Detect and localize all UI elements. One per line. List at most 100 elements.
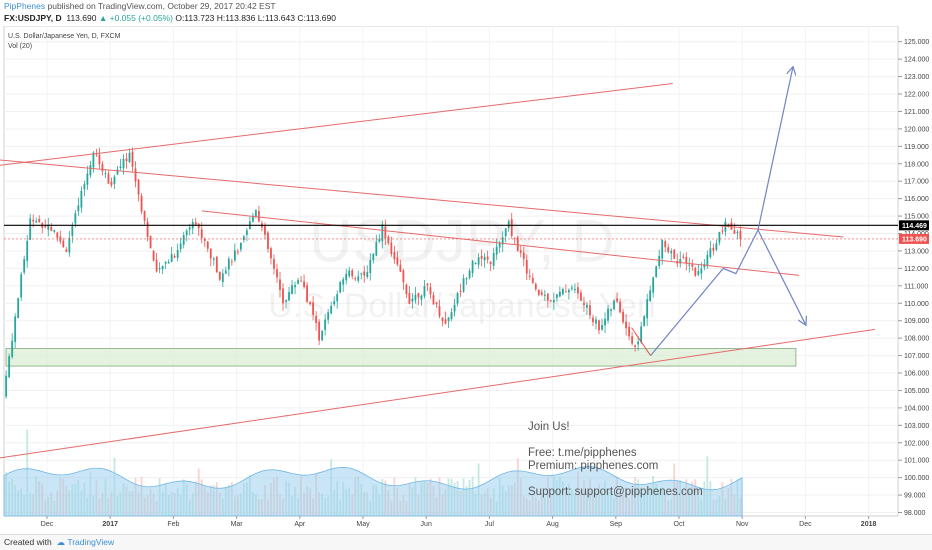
candle-body	[345, 273, 348, 281]
publish-text: published on TradingView.com, October 29…	[45, 1, 276, 11]
candle-body	[378, 239, 381, 242]
symbol-line: FX:USDJPY, D 113.690 ▲ +0.055 (+0.05%) O…	[4, 12, 932, 24]
candle-body	[182, 235, 185, 245]
candle-body	[20, 274, 23, 298]
candle-body	[354, 278, 357, 280]
y-tick-label: 99.000	[904, 493, 926, 500]
y-tick-label: 98.000	[904, 510, 926, 517]
candle-body	[658, 255, 661, 266]
candle-body	[80, 190, 83, 208]
candle-body	[426, 283, 429, 286]
candle-body	[218, 271, 221, 280]
candle-body	[270, 248, 272, 259]
candle-body	[366, 272, 369, 277]
candle-body	[38, 218, 41, 222]
candle-body	[727, 223, 730, 225]
y-tick-label: 112.000	[904, 266, 929, 273]
annotation-line: Free: t.me/pipphenes	[528, 447, 637, 459]
candle-body	[736, 232, 739, 234]
candle-body	[646, 299, 649, 319]
x-tick-label: May	[356, 521, 370, 528]
x-tick-label: Jul	[485, 521, 494, 528]
y-tick-label: 107.000	[904, 353, 929, 360]
candle-body	[444, 319, 447, 324]
candle-body	[282, 288, 284, 304]
candle-body	[137, 179, 140, 195]
candle-body	[459, 290, 462, 292]
candle-body	[685, 256, 688, 264]
author-link[interactable]: PipPhenes	[4, 1, 46, 11]
candle-body	[35, 220, 38, 223]
candle-body	[164, 261, 167, 264]
candle-body	[125, 158, 128, 162]
candle-body	[155, 259, 158, 272]
y-tick-label: 124.000	[904, 57, 929, 64]
candle-body	[131, 151, 134, 167]
chart-area[interactable]: USDJPY, D U.S. Dollar/Japanese Yen Join U…	[0, 26, 932, 534]
x-tick-label: 2017	[102, 521, 118, 528]
y-tick-label: 104.000	[904, 405, 929, 412]
candle-body	[456, 293, 459, 304]
candle-body	[255, 210, 257, 218]
candle-body	[291, 285, 293, 295]
candle-body	[697, 271, 700, 275]
candle-body	[691, 264, 694, 267]
watermark-layer: USDJPY, D U.S. Dollar/Japanese Yen	[268, 207, 655, 325]
tradingview-link[interactable]: TradingView	[67, 537, 115, 547]
candle-body	[375, 242, 378, 256]
candle-body	[315, 316, 318, 324]
volume-bar	[706, 456, 709, 516]
candle-body	[333, 301, 336, 305]
candle-body	[372, 254, 375, 260]
ohlc-low: L:113.643	[257, 13, 295, 23]
last-price: 113.690	[66, 13, 97, 23]
candle-body	[200, 229, 203, 238]
trend-line	[0, 159, 844, 238]
candle-body	[528, 275, 531, 277]
x-tick-label: Mar	[231, 521, 244, 528]
candle-body	[438, 306, 441, 317]
price-label-text: 113.690	[902, 236, 927, 243]
candle-body	[212, 258, 215, 260]
y-tick-label: 118.000	[904, 161, 929, 168]
candle-body	[107, 173, 110, 184]
candle-body	[688, 264, 691, 266]
candle-body	[342, 279, 345, 285]
created-with-text: Created with	[4, 537, 52, 547]
candle-body	[435, 302, 438, 305]
candle-body	[194, 222, 197, 225]
candle-body	[17, 298, 20, 318]
price-label-box	[899, 220, 929, 231]
candle-body	[86, 173, 89, 185]
candle-body	[170, 254, 173, 262]
support-zone-rect	[5, 348, 797, 367]
candle-body	[733, 230, 736, 234]
candle-body	[486, 256, 489, 260]
candle-body	[71, 226, 74, 236]
x-tick-label: Aug	[546, 521, 559, 528]
candle-body	[628, 326, 631, 337]
candle-body	[571, 287, 573, 289]
candle-body	[50, 226, 53, 231]
candle-body	[273, 259, 275, 269]
x-tick-label: Dec	[41, 521, 54, 528]
candle-body	[267, 232, 269, 249]
candle-body	[146, 221, 149, 237]
candle-body	[525, 260, 528, 274]
candle-body	[209, 248, 212, 259]
candle-body	[44, 225, 47, 228]
x-tick-label: 2018	[861, 521, 877, 528]
candle-body	[393, 252, 396, 260]
candle-body	[531, 277, 534, 283]
candle-body	[631, 336, 634, 344]
candles-layer	[5, 147, 742, 399]
candle-body	[74, 213, 77, 224]
candle-body	[360, 273, 363, 275]
candle-body	[336, 294, 339, 302]
candle-body	[236, 251, 239, 253]
candle-body	[595, 319, 597, 324]
y-tick-label: 106.000	[904, 371, 929, 378]
candle-body	[258, 211, 260, 222]
publish-line: PipPhenes published on TradingView.com, …	[4, 0, 932, 12]
price-chart-svg[interactable]: USDJPY, D U.S. Dollar/Japanese Yen Join U…	[0, 26, 932, 534]
